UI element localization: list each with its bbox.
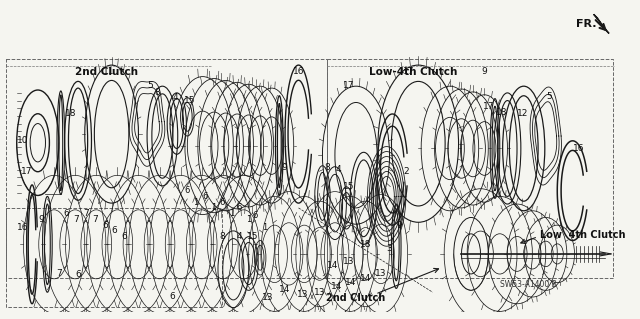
Text: 15: 15 xyxy=(184,96,195,105)
Text: 17: 17 xyxy=(403,67,415,76)
Text: 16: 16 xyxy=(292,67,304,76)
Text: Low-4th Clutch: Low-4th Clutch xyxy=(369,67,458,77)
Text: 18: 18 xyxy=(360,240,371,249)
Text: 7: 7 xyxy=(83,209,88,218)
Text: 13: 13 xyxy=(314,288,325,297)
Text: 1: 1 xyxy=(246,215,252,224)
Text: 13: 13 xyxy=(296,290,308,299)
Bar xyxy=(6,59,327,278)
Text: 4: 4 xyxy=(173,93,179,102)
Text: 13: 13 xyxy=(375,269,387,278)
Text: 2nd Clutch: 2nd Clutch xyxy=(326,293,386,303)
Text: Low  4th Clutch: Low 4th Clutch xyxy=(540,230,625,240)
Text: 6: 6 xyxy=(64,209,69,218)
Text: SW53-A1400 B: SW53-A1400 B xyxy=(500,280,557,289)
Text: 13: 13 xyxy=(262,293,273,302)
Text: 3: 3 xyxy=(387,244,392,253)
Bar xyxy=(6,208,222,307)
Text: 6: 6 xyxy=(236,204,242,212)
Text: 12: 12 xyxy=(517,109,529,118)
Text: 6: 6 xyxy=(111,226,117,235)
Text: 14: 14 xyxy=(360,274,371,283)
Text: 1: 1 xyxy=(228,209,234,218)
Text: 8: 8 xyxy=(324,163,330,172)
Text: 6: 6 xyxy=(253,211,258,220)
Text: 4: 4 xyxy=(236,232,242,241)
Text: 6: 6 xyxy=(202,192,207,201)
Text: 14: 14 xyxy=(327,261,339,270)
Text: 11: 11 xyxy=(103,67,115,76)
Text: 18: 18 xyxy=(496,108,508,116)
Text: 18: 18 xyxy=(65,109,76,118)
Text: 13: 13 xyxy=(342,257,354,266)
Text: 9: 9 xyxy=(39,215,45,224)
Bar xyxy=(327,59,613,278)
Text: 1: 1 xyxy=(262,223,268,232)
Polygon shape xyxy=(594,14,609,33)
Text: 10: 10 xyxy=(17,136,28,145)
Text: 2: 2 xyxy=(403,167,409,176)
Text: 7: 7 xyxy=(92,215,98,224)
Text: 2nd Clutch: 2nd Clutch xyxy=(76,67,138,77)
Text: 15: 15 xyxy=(342,182,354,191)
Text: 14: 14 xyxy=(331,282,342,291)
Text: 15: 15 xyxy=(247,232,259,241)
Text: 7: 7 xyxy=(73,215,79,224)
Text: FR.: FR. xyxy=(576,19,596,29)
Text: 9: 9 xyxy=(281,163,287,172)
Text: 9: 9 xyxy=(396,221,402,230)
Text: 6: 6 xyxy=(75,271,81,279)
Text: 14: 14 xyxy=(280,285,291,294)
Text: 6: 6 xyxy=(102,221,108,230)
Text: 17: 17 xyxy=(483,102,494,111)
Text: 6: 6 xyxy=(169,292,175,300)
Text: 7: 7 xyxy=(56,269,62,278)
Text: 6: 6 xyxy=(121,232,127,241)
Text: 9: 9 xyxy=(481,67,487,76)
Text: 6: 6 xyxy=(219,198,225,207)
Text: 8: 8 xyxy=(219,232,225,241)
Text: 17: 17 xyxy=(20,167,32,176)
Text: 8: 8 xyxy=(155,88,161,97)
Text: 5: 5 xyxy=(147,81,153,90)
Text: 1: 1 xyxy=(212,204,217,212)
Text: 16: 16 xyxy=(17,223,28,232)
Text: 4: 4 xyxy=(336,165,342,174)
Text: 16: 16 xyxy=(573,144,584,153)
Text: 5: 5 xyxy=(547,92,552,101)
Text: 17: 17 xyxy=(342,81,354,90)
Text: 1: 1 xyxy=(193,198,198,207)
Text: 6: 6 xyxy=(184,186,190,195)
Text: 14: 14 xyxy=(344,278,356,287)
